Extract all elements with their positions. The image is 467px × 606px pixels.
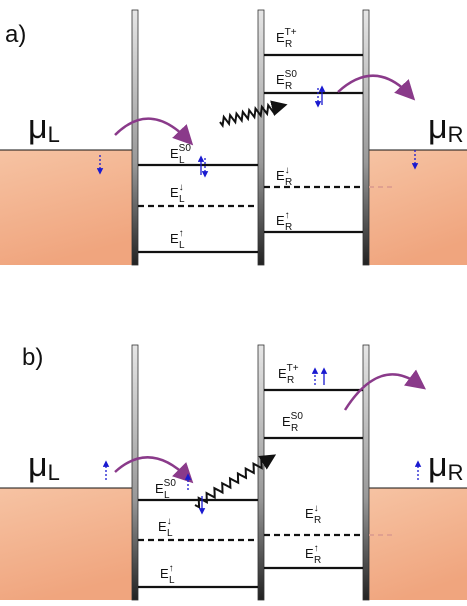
level-label: E↑R: [276, 210, 292, 233]
panel-label: b): [22, 344, 43, 371]
base: E: [276, 30, 285, 45]
subscript: R: [285, 81, 292, 92]
symbol: μ: [28, 108, 48, 146]
chemical-potential: μL: [28, 108, 60, 147]
level-label: E↓R: [305, 503, 321, 526]
barrier: [132, 10, 138, 265]
base: E: [282, 414, 291, 429]
superscript: T+: [285, 27, 297, 38]
tunnel-arrow: [345, 374, 420, 410]
level-label: E↓L: [158, 516, 173, 539]
base: E: [170, 231, 179, 246]
subscript: L: [179, 194, 185, 205]
subscript: L: [167, 528, 173, 539]
chemical-potential: μR: [428, 446, 463, 485]
subscript: R: [291, 423, 298, 434]
base: E: [170, 185, 179, 200]
barrier: [258, 10, 264, 265]
base: E: [155, 481, 164, 496]
symbol: μ: [428, 446, 448, 484]
level-label: E↑L: [160, 563, 175, 586]
left-reservoir: [0, 150, 132, 265]
level-label: E↓R: [276, 165, 292, 188]
base: E: [278, 366, 287, 381]
base: E: [276, 72, 285, 87]
right-reservoir: [369, 150, 467, 265]
superscript: ↓: [179, 182, 184, 193]
barrier: [258, 345, 264, 600]
chemical-potential: μL: [28, 446, 60, 485]
base: E: [276, 213, 285, 228]
superscript: ↓: [167, 516, 172, 527]
superscript: S0: [291, 411, 304, 422]
base: E: [305, 506, 314, 521]
superscript: ↑: [314, 543, 319, 554]
right-reservoir: [369, 488, 467, 600]
subscript: L: [164, 490, 170, 501]
superscript: ↓: [285, 165, 290, 176]
left-reservoir: [0, 488, 132, 600]
subscript: R: [285, 222, 292, 233]
subscript: L: [179, 155, 185, 166]
barrier: [363, 10, 369, 265]
subscript: L: [169, 575, 175, 586]
barrier: [132, 345, 138, 600]
superscript: T+: [287, 363, 299, 374]
level-label: ET+R: [278, 363, 299, 386]
panel-label: a): [5, 21, 26, 48]
chemical-potential: μR: [428, 108, 463, 147]
level-label: ET+R: [276, 27, 297, 50]
base: E: [158, 519, 167, 534]
photon: [220, 104, 282, 126]
tunnel-arrow: [115, 119, 188, 140]
figure: a)μLμRES0LE↓LE↑LET+RES0RE↓RE↑Rb)μLμRES0L…: [0, 0, 467, 601]
superscript: ↓: [314, 503, 319, 514]
superscript: ↑: [169, 563, 174, 574]
superscript: S0: [164, 478, 177, 489]
level-label: E↓L: [170, 182, 185, 205]
subscript: L: [48, 122, 60, 147]
symbol: μ: [428, 108, 448, 146]
subscript: R: [448, 460, 464, 485]
superscript: S0: [285, 69, 298, 80]
level-label: E↑L: [170, 228, 185, 251]
subscript: R: [285, 39, 292, 50]
subscript: R: [314, 515, 321, 526]
tunnel-arrow: [115, 457, 188, 478]
subscript: R: [287, 375, 294, 386]
base: E: [276, 168, 285, 183]
base: E: [160, 566, 169, 581]
base: E: [170, 146, 179, 161]
superscript: S0: [179, 143, 192, 154]
subscript: R: [314, 555, 321, 566]
subscript: L: [48, 460, 60, 485]
symbol: μ: [28, 446, 48, 484]
superscript: ↑: [285, 210, 290, 221]
level-label: E↑R: [305, 543, 321, 566]
subscript: L: [179, 240, 185, 251]
base: E: [305, 546, 314, 561]
subscript: R: [285, 177, 292, 188]
superscript: ↑: [179, 228, 184, 239]
subscript: R: [448, 122, 464, 147]
